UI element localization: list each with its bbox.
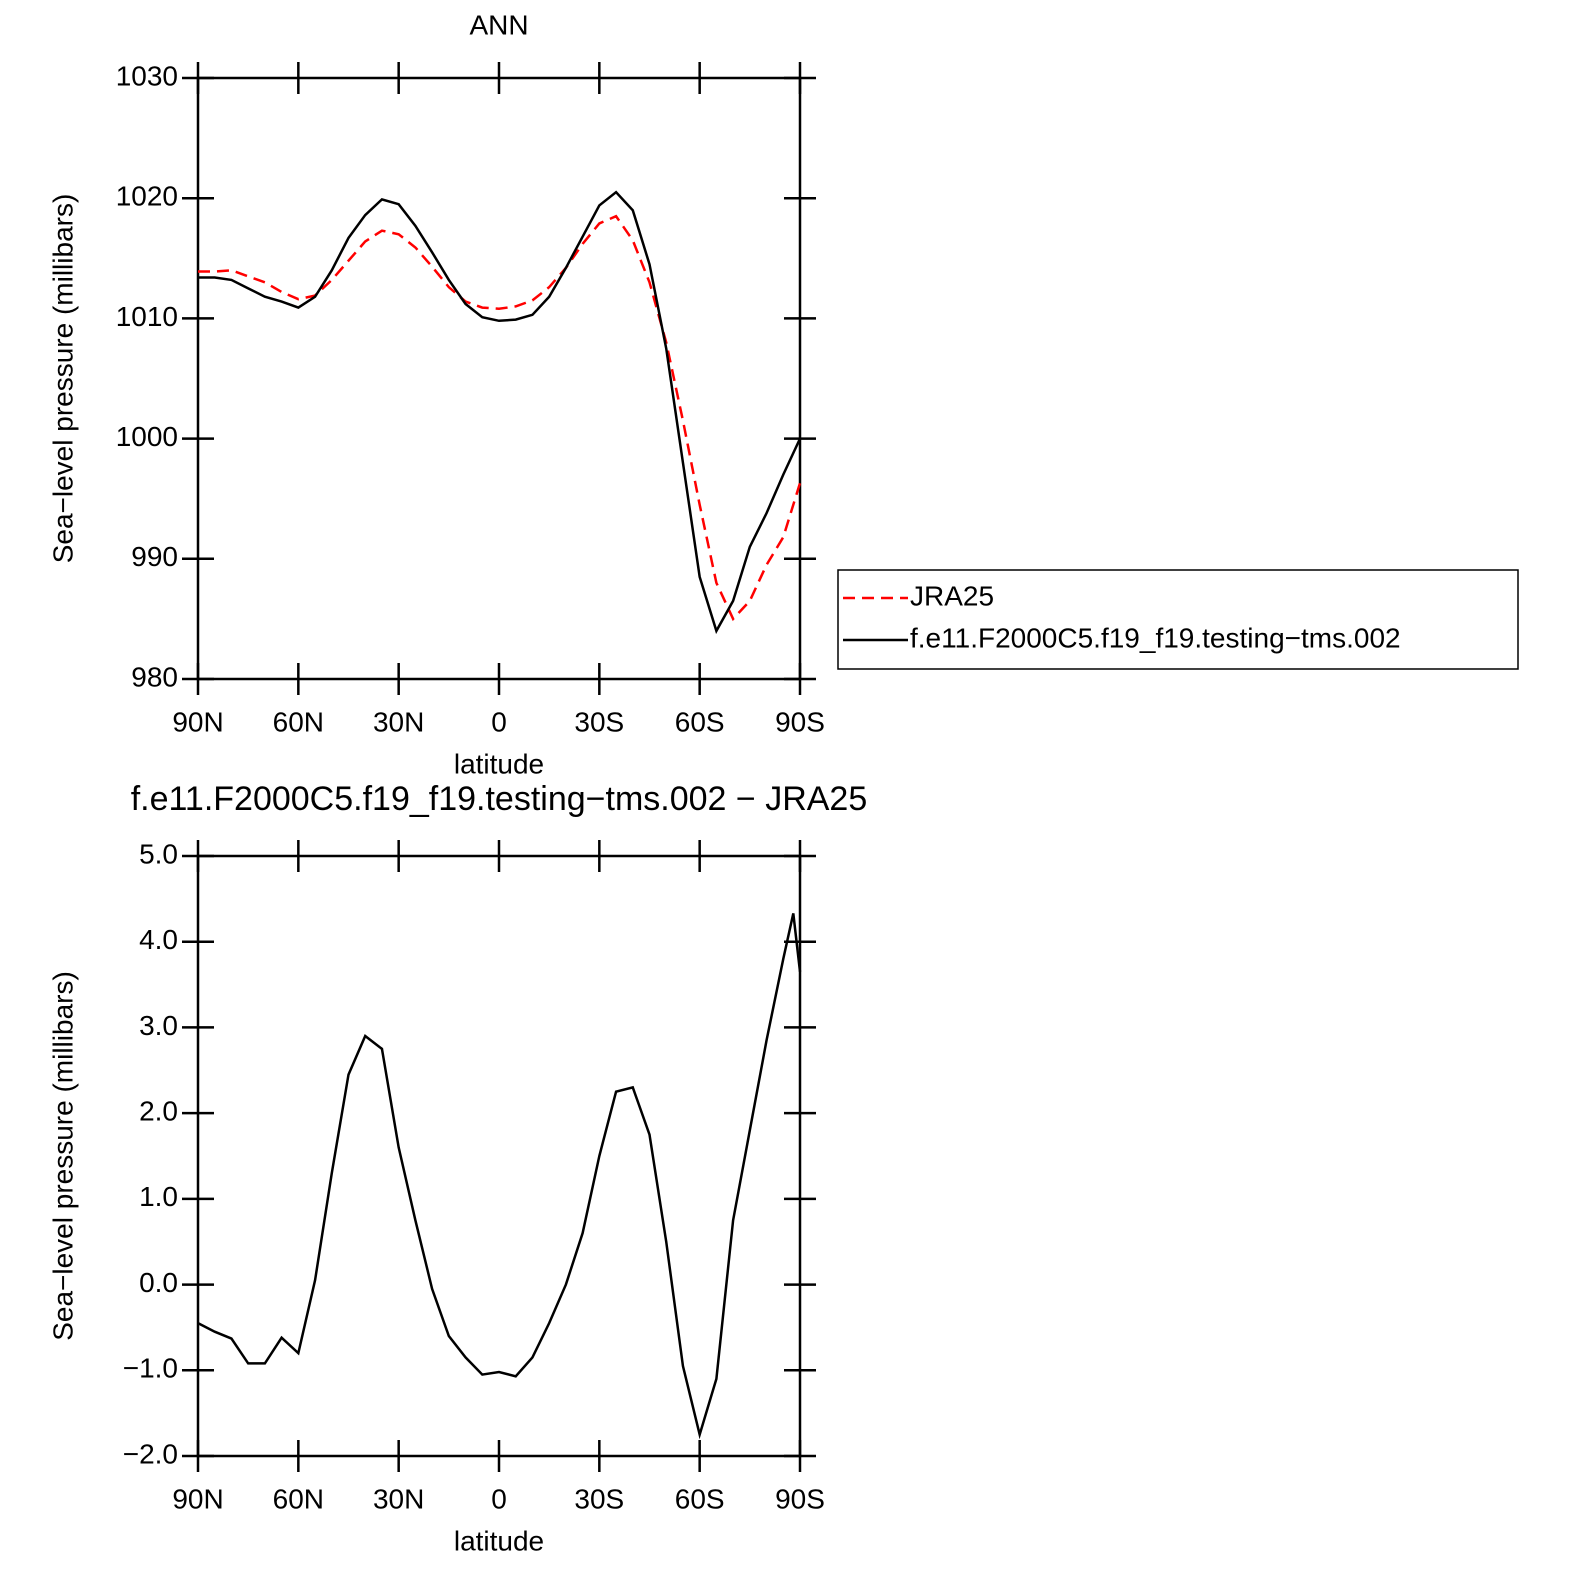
- legend-label: JRA25: [910, 580, 994, 611]
- x-tick-label: 90S: [775, 706, 825, 737]
- y-tick-label: 4.0: [139, 924, 178, 955]
- x-tick-label: 30S: [574, 1483, 624, 1514]
- y-tick-label: −1.0: [123, 1353, 178, 1384]
- series-line: [198, 214, 802, 622]
- x-tick-label: 90N: [172, 706, 223, 737]
- plot-frame: [196, 76, 802, 681]
- y-tick-label: 980: [131, 661, 178, 692]
- x-tick-label: 90S: [775, 1483, 825, 1514]
- plot-frame: [196, 854, 802, 1458]
- x-tick-label: 90N: [172, 1483, 223, 1514]
- y-tick-label: 1030: [116, 60, 178, 91]
- x-tick-label: 60N: [273, 1483, 324, 1514]
- y-tick-label: 0.0: [139, 1267, 178, 1298]
- series-line: [197, 913, 802, 1440]
- legend-label: f.e11.F2000C5.f19_f19.testing−tms.002: [910, 622, 1401, 653]
- x-tick-label: 60S: [675, 706, 725, 737]
- y-tick-label: 990: [131, 541, 178, 572]
- y-axis-label: Sea−level pressure (millibars): [47, 971, 78, 1341]
- legend-box: [837, 569, 1519, 670]
- y-tick-label: 1.0: [139, 1181, 178, 1212]
- x-tick-label: 0: [491, 706, 507, 737]
- chart-title: f.e11.F2000C5.f19_f19.testing−tms.002 − …: [131, 780, 868, 818]
- y-tick-label: 2.0: [139, 1096, 178, 1127]
- y-tick-label: 5.0: [139, 838, 178, 869]
- y-tick-label: 1020: [116, 181, 178, 212]
- x-axis-label: latitude: [454, 748, 544, 779]
- y-tick-label: 1000: [116, 421, 178, 452]
- series-line: [198, 190, 802, 635]
- y-tick-label: 3.0: [139, 1010, 178, 1041]
- x-tick-label: 60N: [273, 706, 324, 737]
- x-tick-label: 60S: [675, 1483, 725, 1514]
- x-tick-label: 30N: [373, 706, 424, 737]
- x-tick-label: 30N: [373, 1483, 424, 1514]
- y-tick-label: −2.0: [123, 1438, 178, 1469]
- y-tick-label: 1010: [116, 301, 178, 332]
- chart-title: ANN: [469, 9, 528, 40]
- y-axis-label: Sea−level pressure (millibars): [47, 194, 78, 564]
- x-tick-label: 0: [491, 1483, 507, 1514]
- x-tick-label: 30S: [574, 706, 624, 737]
- x-axis-label: latitude: [454, 1525, 544, 1556]
